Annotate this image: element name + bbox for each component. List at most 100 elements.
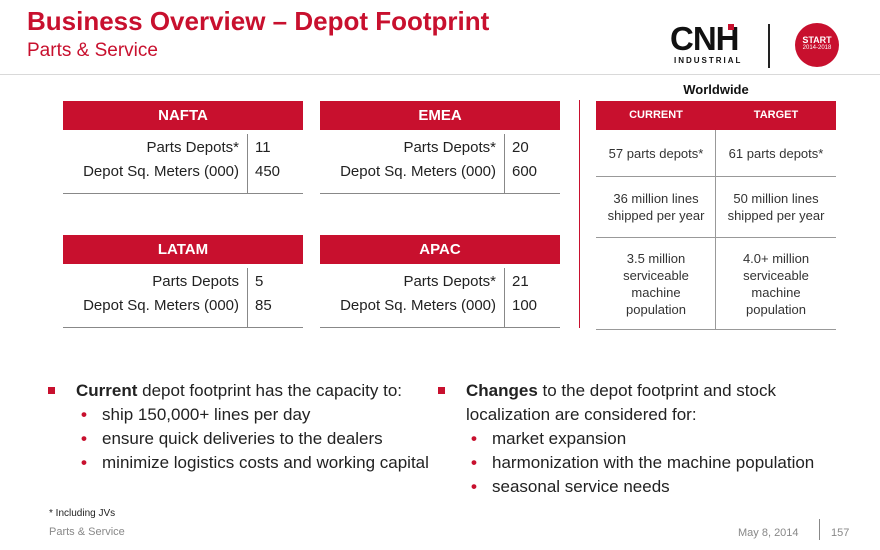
bullets-right: Changes to the depot footprint and stock… [438,379,848,499]
row-value: 21 [512,273,529,290]
row-value: 11 [255,139,271,156]
bullet-sub: • market expansion [438,427,848,451]
cell-divider [715,177,716,237]
region-header: APAC [320,235,560,264]
footer-section: Parts & Service [49,526,125,538]
header-rule [0,74,880,75]
row-label: Depot Sq. Meters (000) [83,297,239,314]
region-body: Parts Depots* 20 Depot Sq. Meters (000) … [320,130,560,194]
row-value: 100 [512,297,538,314]
bullet-dot-icon: • [81,429,87,448]
region-row: Depot Sq. Meters (000) 600 [320,162,560,182]
header-current: CURRENT [629,109,683,121]
logo-divider [768,24,770,68]
row-value: 5 [255,273,264,290]
cell-divider [715,130,716,176]
row-value: 20 [512,139,529,156]
region-body: Parts Depots* 11 Depot Sq. Meters (000) … [63,130,303,194]
row-value: 600 [512,163,538,180]
column-divider [247,134,248,193]
column-divider [247,268,248,327]
cell-target: 4.0+ million serviceable machine populat… [742,250,810,317]
bullet-sub-text: harmonization with the machine populatio… [492,453,815,472]
cell-divider [715,238,716,329]
region-row: Parts Depots 5 [63,272,303,292]
bullet-sub-text: seasonal service needs [492,477,670,496]
region-nafta: NAFTA Parts Depots* 11 Depot Sq. Meters … [63,101,303,194]
bullet-lead-text: depot footprint has the capacity to: [137,381,403,400]
bullet-square-icon [48,387,55,394]
row-label: Parts Depots* [403,273,496,290]
bullet-dot-icon: • [81,405,87,424]
region-emea: EMEA Parts Depots* 20 Depot Sq. Meters (… [320,101,560,194]
region-latam: LATAM Parts Depots 5 Depot Sq. Meters (0… [63,235,303,328]
region-row: Parts Depots* 11 [63,138,303,158]
cell-target: 50 million lines shipped per year [727,191,825,223]
bullet-lead-bold: Current [76,381,138,400]
bullet-sub-text: market expansion [492,429,627,448]
region-row: Parts Depots* 21 [320,272,560,292]
cell-current: 36 million lines shipped per year [607,191,705,223]
region-row: Depot Sq. Meters (000) 100 [320,296,560,316]
start-badge: START 2014-2018 [795,23,839,67]
bullet-sub: • minimize logistics costs and working c… [48,451,443,475]
worldwide-row: 57 parts depots* 61 parts depots* [596,130,836,177]
bullet-lead-bold: Changes [466,381,538,400]
region-body: Parts Depots* 21 Depot Sq. Meters (000) … [320,264,560,328]
bullet-sub: • seasonal service needs [438,475,848,499]
bullet-dot-icon: • [471,477,477,496]
region-apac: APAC Parts Depots* 21 Depot Sq. Meters (… [320,235,560,328]
worldwide-header: CURRENT TARGET [596,101,836,130]
region-row: Depot Sq. Meters (000) 450 [63,162,303,182]
row-label: Parts Depots* [403,139,496,156]
footnote: * Including JVs [49,508,116,519]
row-label: Depot Sq. Meters (000) [83,163,239,180]
footer-divider [819,519,820,540]
region-header: NAFTA [63,101,303,130]
bullet-sub-text: minimize logistics costs and working cap… [102,453,429,472]
worldwide-row: 36 million lines shipped per year 50 mil… [596,177,836,238]
cnh-logo: CNH INDUSTRIAL [670,22,752,66]
page-title: Business Overview – Depot Footprint [27,6,490,36]
bullets-left: Current depot footprint has the capacity… [48,379,443,475]
cell-current: 3.5 million serviceable machine populati… [623,250,689,317]
region-row: Depot Sq. Meters (000) 85 [63,296,303,316]
bullet-dot-icon: • [471,429,477,448]
logo-subtext: INDUSTRIAL [674,56,743,65]
bullet-sub: • ship 150,000+ lines per day [48,403,443,427]
worldwide-table: CURRENT TARGET 57 parts depots* 61 parts… [596,101,836,330]
logo-text: CNH [670,20,739,57]
cell-target: 61 parts depots* [728,145,824,161]
bullet-sub-text: ensure quick deliveries to the dealers [102,429,383,448]
bullet-sub-text: ship 150,000+ lines per day [102,405,311,424]
row-label: Depot Sq. Meters (000) [340,163,496,180]
logo-accent [728,24,734,30]
row-label: Parts Depots* [146,139,239,156]
footer-date: May 8, 2014 [738,527,799,539]
badge-top-text: START [802,35,832,45]
region-body: Parts Depots 5 Depot Sq. Meters (000) 85 [63,264,303,328]
bullet-main: Changes to the depot footprint and stock… [438,379,848,427]
page-subtitle: Parts & Service [27,40,158,61]
column-divider [504,134,505,193]
bullet-sub: • ensure quick deliveries to the dealers [48,427,443,451]
row-value: 85 [255,297,272,314]
bullet-lead-text: to the depot footprint and stock localiz… [466,381,776,424]
region-header: LATAM [63,235,303,264]
column-divider [504,268,505,327]
bullet-square-icon [438,387,445,394]
bullet-dot-icon: • [81,453,87,472]
header-target: TARGET [753,109,799,121]
region-row: Parts Depots* 20 [320,138,560,158]
cell-current: 57 parts depots* [608,145,704,161]
bullet-dot-icon: • [471,453,477,472]
badge-bottom-text: 2014-2018 [802,45,832,51]
row-label: Parts Depots [152,273,239,290]
row-value: 450 [255,163,281,180]
worldwide-row: 3.5 million serviceable machine populati… [596,238,836,330]
row-label: Depot Sq. Meters (000) [340,297,496,314]
worldwide-title: Worldwide [683,82,749,97]
bullet-sub: • harmonization with the machine populat… [438,451,848,475]
worldwide-separator [579,100,580,328]
page-number: 157 [831,527,850,539]
